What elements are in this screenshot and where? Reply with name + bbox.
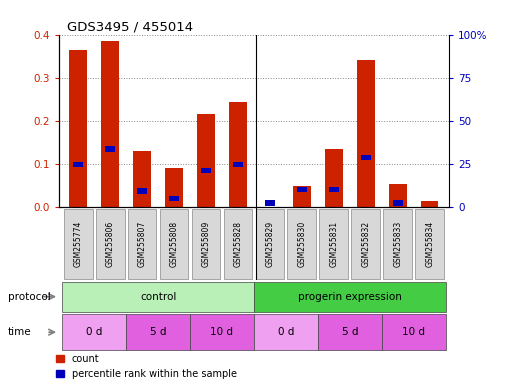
Bar <box>325 149 343 207</box>
Text: GSM255831: GSM255831 <box>329 221 339 267</box>
Bar <box>133 151 151 207</box>
FancyBboxPatch shape <box>160 209 188 279</box>
Bar <box>329 187 339 192</box>
Text: GSM255808: GSM255808 <box>169 221 179 267</box>
Bar <box>361 155 370 160</box>
Text: GSM255806: GSM255806 <box>106 221 114 267</box>
Text: GSM255809: GSM255809 <box>202 221 210 267</box>
Bar <box>102 41 119 207</box>
Bar <box>293 186 311 207</box>
Bar <box>73 162 83 167</box>
FancyBboxPatch shape <box>62 314 126 350</box>
Bar <box>105 146 115 152</box>
Text: 10 d: 10 d <box>402 327 425 337</box>
FancyBboxPatch shape <box>320 209 348 279</box>
FancyBboxPatch shape <box>224 209 252 279</box>
Text: protocol: protocol <box>8 291 50 302</box>
FancyBboxPatch shape <box>254 281 446 312</box>
Bar <box>229 101 247 207</box>
Text: GSM255830: GSM255830 <box>298 221 306 267</box>
Bar <box>297 187 307 192</box>
Bar <box>265 200 275 206</box>
Bar <box>137 189 147 194</box>
Text: GSM255833: GSM255833 <box>393 221 402 267</box>
Text: 0 d: 0 d <box>278 327 294 337</box>
FancyBboxPatch shape <box>126 314 190 350</box>
Bar <box>421 201 439 207</box>
FancyBboxPatch shape <box>383 209 412 279</box>
Legend: count, percentile rank within the sample: count, percentile rank within the sample <box>56 354 236 379</box>
Bar <box>233 162 243 167</box>
Bar <box>357 61 374 207</box>
Text: GSM255829: GSM255829 <box>265 221 274 267</box>
FancyBboxPatch shape <box>287 209 316 279</box>
Text: 5 d: 5 d <box>342 327 358 337</box>
Text: GSM255832: GSM255832 <box>361 221 370 267</box>
Text: GSM255774: GSM255774 <box>74 221 83 267</box>
Text: 0 d: 0 d <box>86 327 102 337</box>
FancyBboxPatch shape <box>192 209 221 279</box>
FancyBboxPatch shape <box>351 209 380 279</box>
FancyBboxPatch shape <box>62 281 254 312</box>
Bar <box>165 169 183 207</box>
Text: 10 d: 10 d <box>210 327 233 337</box>
FancyBboxPatch shape <box>190 314 254 350</box>
Text: progerin expression: progerin expression <box>298 291 402 302</box>
Bar <box>69 50 87 207</box>
FancyBboxPatch shape <box>416 209 444 279</box>
Bar <box>169 196 179 201</box>
FancyBboxPatch shape <box>128 209 156 279</box>
Text: time: time <box>8 327 31 337</box>
Text: GSM255834: GSM255834 <box>425 221 434 267</box>
Bar <box>197 114 215 207</box>
FancyBboxPatch shape <box>64 209 92 279</box>
Text: 5 d: 5 d <box>150 327 166 337</box>
Bar <box>201 168 211 173</box>
FancyBboxPatch shape <box>318 314 382 350</box>
FancyBboxPatch shape <box>254 314 318 350</box>
Text: GSM255807: GSM255807 <box>137 221 147 267</box>
FancyBboxPatch shape <box>255 209 284 279</box>
Text: GDS3495 / 455014: GDS3495 / 455014 <box>67 20 193 33</box>
FancyBboxPatch shape <box>96 209 125 279</box>
Text: GSM255828: GSM255828 <box>233 221 243 267</box>
FancyBboxPatch shape <box>382 314 446 350</box>
Bar <box>393 200 403 206</box>
Bar <box>389 184 406 207</box>
Text: control: control <box>140 291 176 302</box>
